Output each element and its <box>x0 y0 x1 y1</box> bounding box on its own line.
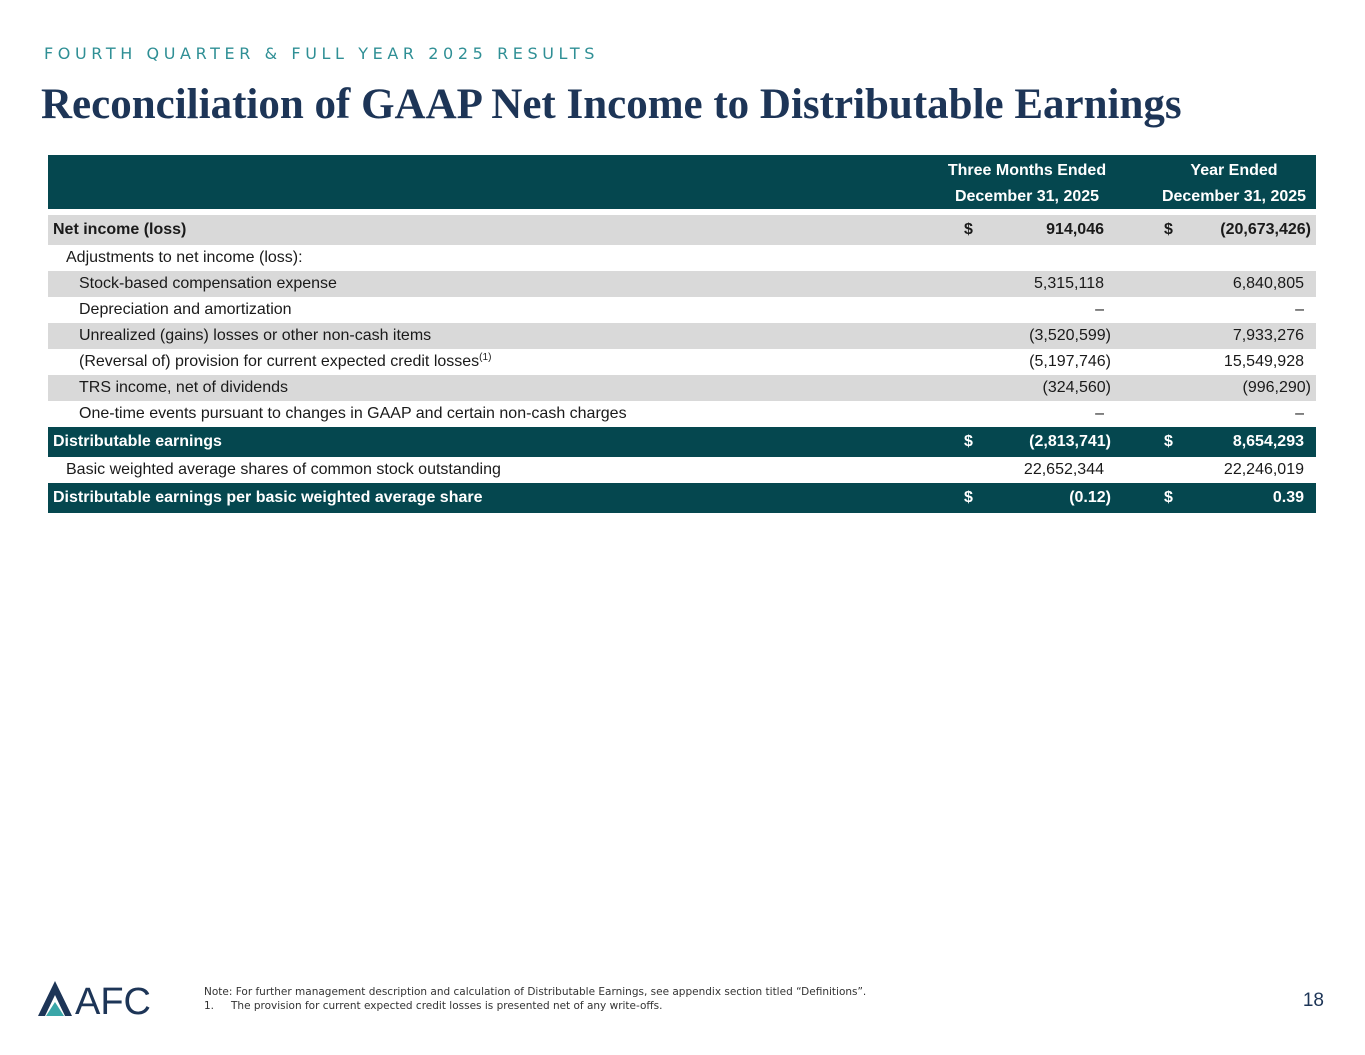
row-label: Distributable earnings per basic weighte… <box>53 489 483 506</box>
table-row: Unrealized (gains) losses or other non-c… <box>48 323 1316 349</box>
row-value-fy: 6,840,805 <box>1232 275 1304 292</box>
table-row: TRS income, net of dividends (324,560) (… <box>48 375 1316 401</box>
row-value-fy: – <box>1295 405 1304 422</box>
currency-symbol: $ <box>964 221 973 238</box>
col2-header-line2: December 31, 2025 <box>1161 188 1307 205</box>
reconciliation-table: Three Months Ended December 31, 2025 Yea… <box>48 155 1316 513</box>
table-row: Stock-based compensation expense 5,315,1… <box>48 271 1316 297</box>
currency-symbol: $ <box>1164 489 1173 506</box>
note-text: Note: For further management description… <box>204 986 867 998</box>
row-value-q4: – <box>1095 405 1104 422</box>
table-row-distributable-earnings: Distributable earnings $ (2,813,741) $ 8… <box>48 427 1316 457</box>
currency-symbol: $ <box>1164 433 1173 450</box>
table-header: Three Months Ended December 31, 2025 Yea… <box>48 155 1316 209</box>
row-value-q4: – <box>1095 301 1104 318</box>
footnote-marker: (1) <box>479 352 492 363</box>
logo-text: AFC <box>75 981 151 1018</box>
table-row-weighted-shares: Basic weighted average shares of common … <box>48 457 1316 483</box>
row-label: Adjustments to net income (loss): <box>66 249 303 266</box>
row-value-fy: 22,246,019 <box>1223 461 1304 478</box>
row-value-fy: 0.39 <box>1272 489 1304 506</box>
table-row: Depreciation and amortization – – <box>48 297 1316 323</box>
row-value-fy: (20,673,426) <box>1220 221 1311 238</box>
table-row-net-income: Net income (loss) $ 914,046 $ (20,673,42… <box>48 215 1316 245</box>
row-value-q4: (5,197,746) <box>1029 353 1111 370</box>
currency-symbol: $ <box>1164 221 1173 238</box>
currency-symbol: $ <box>964 433 973 450</box>
row-value-fy: 8,654,293 <box>1232 433 1304 450</box>
row-value-q4: 22,652,344 <box>1023 461 1104 478</box>
footnote-1: 1. The provision for current expected cre… <box>204 999 866 1013</box>
table-row-adjustments-heading: Adjustments to net income (loss): <box>48 245 1316 271</box>
row-value-q4: 914,046 <box>1046 221 1104 238</box>
row-value-fy: – <box>1295 301 1304 318</box>
page-number: 18 <box>1302 990 1324 1011</box>
page-title: Reconciliation of GAAP Net Income to Dis… <box>41 81 1182 128</box>
col1-header-line1: Three Months Ended <box>947 162 1107 179</box>
footnote-number: 1. <box>204 1000 215 1012</box>
row-label: One-time events pursuant to changes in G… <box>79 405 627 422</box>
row-label: (Reversal of) provision for current expe… <box>79 349 491 375</box>
row-value-q4: (0.12) <box>1069 489 1111 506</box>
footnote-text: The provision for current expected credi… <box>231 1000 663 1012</box>
table-row-earnings-per-share: Distributable earnings per basic weighte… <box>48 483 1316 513</box>
row-value-q4: (3,520,599) <box>1029 327 1111 344</box>
row-label: Net income (loss) <box>53 221 187 238</box>
col2-header-line1: Year Ended <box>1190 162 1278 179</box>
row-label: Unrealized (gains) losses or other non-c… <box>79 327 432 344</box>
footnotes: Note: For further management description… <box>204 985 866 1013</box>
row-value-q4: (2,813,741) <box>1029 433 1111 450</box>
afc-logo-mark-icon <box>38 981 72 1016</box>
section-eyebrow: FOURTH QUARTER & FULL YEAR 2025 RESULTS <box>44 44 600 63</box>
table-row: One-time events pursuant to changes in G… <box>48 401 1316 427</box>
row-label-text: (Reversal of) provision for current expe… <box>79 353 480 370</box>
row-label: Depreciation and amortization <box>79 301 292 318</box>
table-row: (Reversal of) provision for current expe… <box>48 349 1316 375</box>
afc-logo: AFC <box>38 981 151 1018</box>
row-value-q4: 5,315,118 <box>1034 275 1104 292</box>
currency-symbol: $ <box>964 489 973 506</box>
row-value-fy: (996,290) <box>1242 379 1312 396</box>
row-label: Basic weighted average shares of common … <box>66 461 501 478</box>
row-value-fy: 7,933,276 <box>1232 327 1304 344</box>
col1-header-line2: December 31, 2025 <box>954 188 1100 205</box>
row-value-q4: (324,560) <box>1042 379 1112 396</box>
row-label: TRS income, net of dividends <box>79 379 288 396</box>
row-label: Distributable earnings <box>53 433 222 450</box>
row-label: Stock-based compensation expense <box>79 275 337 292</box>
row-value-fy: 15,549,928 <box>1223 353 1304 370</box>
